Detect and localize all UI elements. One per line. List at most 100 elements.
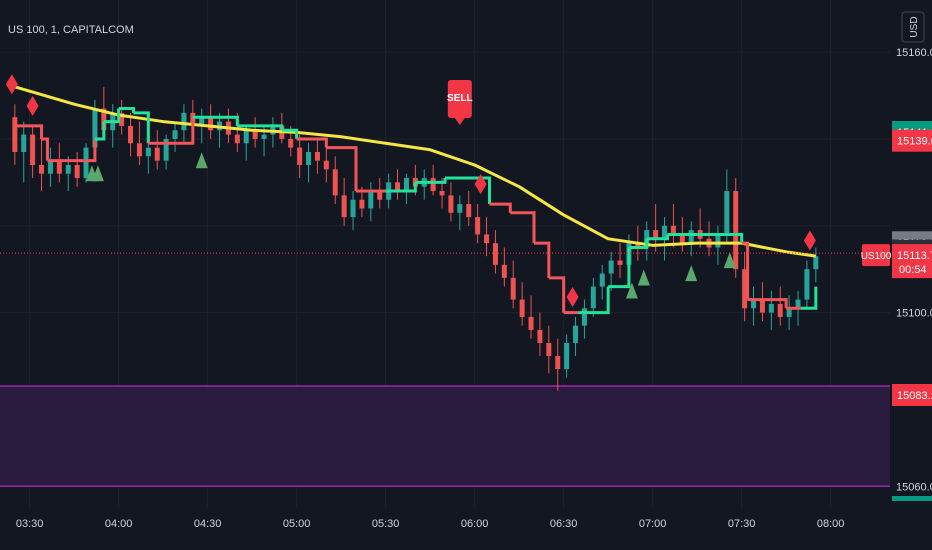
- buy-signal-3: [625, 282, 638, 299]
- trail-segment-17: [385, 182, 417, 193]
- sell-label-text: SELL: [447, 93, 473, 104]
- candle-body-60: [546, 343, 552, 357]
- x-tick-label-8: 07:30: [728, 518, 756, 530]
- candle-body-16: [154, 147, 160, 161]
- candle-body-88: [795, 299, 801, 309]
- candle-body-3: [39, 164, 45, 174]
- y-tick-label-0: 15160.0: [896, 47, 932, 59]
- trail-segment-3: [83, 138, 97, 163]
- candle-body-35: [323, 160, 329, 170]
- trail-segment-22: [510, 211, 536, 244]
- currency-button[interactable]: USD: [901, 11, 925, 43]
- x-tick-label-6: 06:30: [550, 518, 578, 530]
- sell-signal-2: [474, 174, 487, 195]
- zone: [0, 385, 890, 488]
- symbol-title[interactable]: US 100, 1, CAPITALCOM: [8, 24, 134, 36]
- candle-body-65: [590, 286, 596, 309]
- candle-body-58: [528, 316, 534, 330]
- candle-body-54: [492, 243, 498, 265]
- candle-body-80: [724, 191, 730, 235]
- candle-body-56: [510, 277, 516, 300]
- y-tick-label-1: 15100.0: [896, 308, 932, 320]
- symbol-price-label-text: US100: [861, 251, 892, 262]
- candle-body-36: [332, 169, 338, 196]
- candle-body-43: [395, 182, 401, 192]
- x-tick-label-0: 03:30: [16, 518, 44, 530]
- price-tag-4: 15113.7 00:54 US100: [861, 244, 932, 279]
- candle-body-81: [733, 191, 739, 270]
- price-tag-bg-4: [892, 244, 932, 279]
- candle-body-83: [751, 299, 757, 309]
- trail-segment-1: [41, 137, 49, 161]
- time-axis[interactable]: 03:30 04:00 04:30 05:00 05:30 06:00 06:30 07:00…: [0, 508, 890, 550]
- trail-segment-24: [548, 276, 566, 313]
- x-tick-label-1: 04:00: [105, 518, 133, 530]
- candle-body-0: [12, 117, 18, 152]
- x-tick-label-7: 07:00: [639, 518, 667, 530]
- candle-body-82: [742, 269, 748, 309]
- trail-segment-10: [192, 115, 239, 126]
- trail-segment-26: [578, 286, 610, 315]
- buy-signal-1: [91, 165, 104, 182]
- candle-body-90: [813, 256, 819, 270]
- price-tag-value-1: 15139.6: [897, 136, 932, 148]
- trail-segment-32: [726, 232, 744, 244]
- symbol-price-label: US100: [861, 244, 892, 267]
- buy-signal-4: [637, 269, 650, 286]
- sell-signal-0: [5, 74, 18, 95]
- candle-body-19: [181, 112, 187, 131]
- symbol-price-label-bg: [862, 244, 890, 267]
- candle-body-48: [439, 191, 445, 196]
- price-tag-bg-5: [892, 383, 932, 406]
- candle-body-79: [715, 234, 721, 248]
- sell-label: SELL: [447, 80, 473, 125]
- candle-body-50: [457, 204, 463, 213]
- candle-body-72: [653, 230, 659, 239]
- candle-body-10: [101, 108, 107, 131]
- candle-body-26: [243, 130, 249, 144]
- candle-body-66: [599, 273, 605, 287]
- trail-segment-23: [534, 241, 551, 278]
- candle-body-15: [145, 147, 151, 157]
- trail-segment-21: [489, 202, 512, 213]
- x-tick-label-9: 08:00: [817, 518, 845, 530]
- trail-segment-7: [133, 111, 150, 144]
- signals: SELL: [5, 74, 816, 307]
- candle-body-57: [519, 299, 525, 317]
- sell-signal-4: [803, 230, 816, 251]
- candle-body-17: [163, 138, 169, 161]
- price-tag-5: 15083.1: [892, 383, 932, 406]
- y-tick-label-2: 15060.0: [896, 481, 932, 493]
- price-tag-value-5: 15083.1: [897, 390, 932, 402]
- buy-signal-5: [685, 265, 698, 282]
- trail-segment-33: [741, 241, 750, 300]
- sell-signal-3: [566, 286, 579, 307]
- candle-body-1: [21, 134, 27, 152]
- candle-body-84: [759, 299, 765, 313]
- trail-segment-27: [608, 247, 631, 289]
- candle-body-62: [564, 343, 570, 370]
- candle-body-38: [350, 199, 356, 218]
- x-tick-label-4: 05:30: [372, 518, 400, 530]
- candle-body-75: [679, 234, 685, 244]
- x-tick-label-5: 06:00: [461, 518, 489, 530]
- trail-stop: [14, 107, 818, 315]
- candle-body-64: [581, 308, 587, 326]
- price-tag-value-4: 15113.7: [897, 250, 932, 262]
- price-axis[interactable]: 15160.015100.015060.015141.615139.615116…: [861, 0, 932, 550]
- sell-label-pointer: [454, 118, 465, 125]
- candle-body-4: [47, 160, 53, 174]
- x-tick-label-2: 04:30: [194, 518, 222, 530]
- trail-segment-0: [14, 124, 44, 139]
- ma-line: [14, 85, 817, 258]
- time-axis-bg: [0, 508, 890, 550]
- price-tag-1: 15139.6: [892, 129, 932, 152]
- candle-body-18: [172, 130, 178, 139]
- candle-body-40: [368, 191, 374, 209]
- trail-segment-9: [178, 117, 195, 145]
- candle-body-76: [688, 230, 694, 244]
- candle-body-27: [252, 130, 258, 139]
- candle-body-73: [662, 225, 668, 239]
